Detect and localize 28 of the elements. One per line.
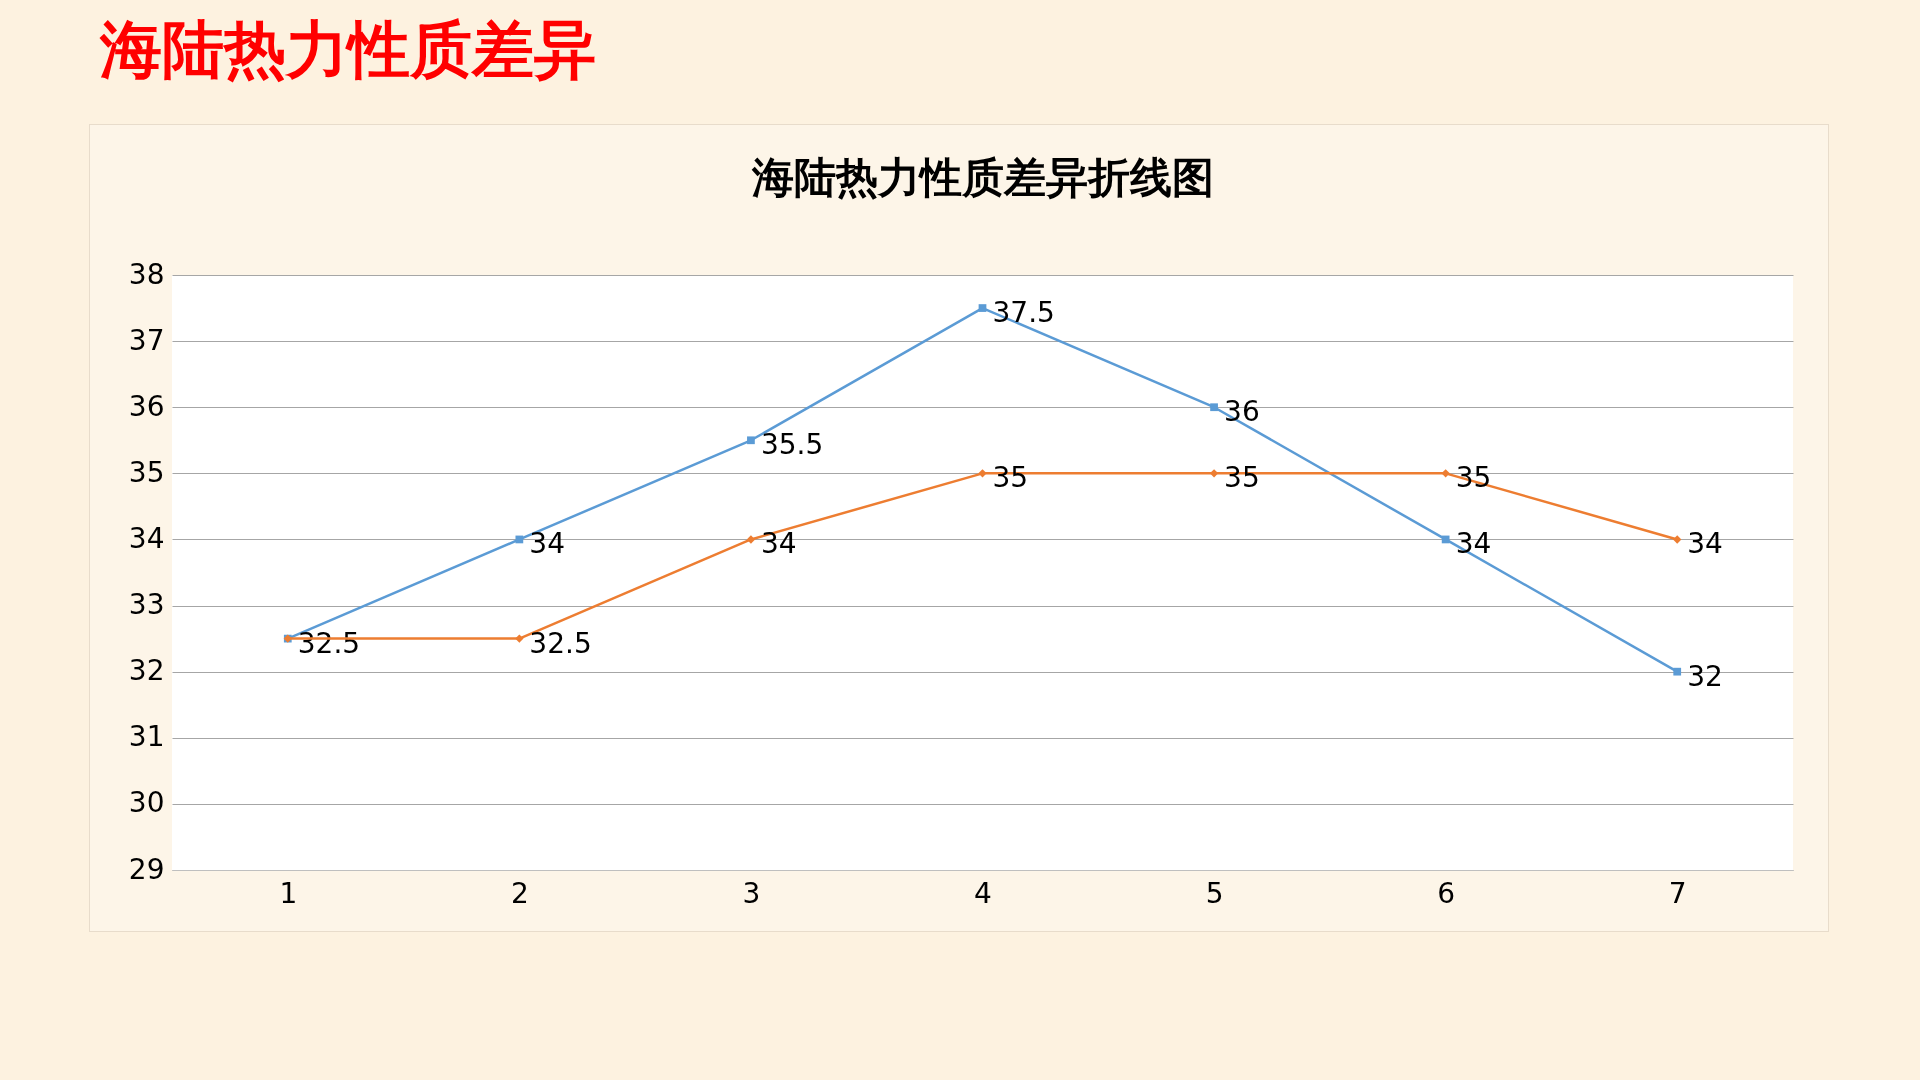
data-label: 34 (1687, 527, 1723, 561)
data-label: 34 (1455, 527, 1492, 561)
x-tick-label: 5 (1205, 876, 1224, 910)
y-tick-label: 38 (128, 257, 165, 291)
y-tick-label: 37 (128, 323, 165, 357)
chart-subtitle: 海陆热力性质差异折线图 (750, 153, 1214, 202)
x-tick-label: 2 (510, 876, 529, 910)
y-tick-label: 33 (128, 588, 165, 622)
chart-title: 海陆热力性质差异 (100, 12, 596, 88)
y-tick-label: 32 (128, 654, 165, 688)
x-tick-label: 4 (974, 876, 992, 910)
data-label: 37.5 (992, 296, 1055, 330)
data-label: 32.5 (529, 626, 592, 660)
data-label: 32 (1687, 659, 1723, 693)
x-tick-label: 6 (1437, 876, 1456, 910)
data-label: 34 (529, 527, 565, 561)
y-tick-label: 35 (128, 455, 165, 489)
y-tick-label: 31 (128, 720, 165, 754)
data-label: 36 (1224, 395, 1260, 429)
y-tick-label: 36 (128, 389, 165, 423)
y-tick-label: 30 (128, 786, 165, 820)
x-tick-label: 7 (1668, 876, 1687, 910)
x-tick-label: 3 (742, 876, 761, 910)
data-label: 35.5 (760, 428, 824, 462)
data-label: 34 (760, 527, 797, 561)
x-tick-label: 1 (279, 876, 298, 910)
y-tick-label: 34 (128, 521, 165, 555)
y-tick-label: 29 (128, 852, 165, 886)
